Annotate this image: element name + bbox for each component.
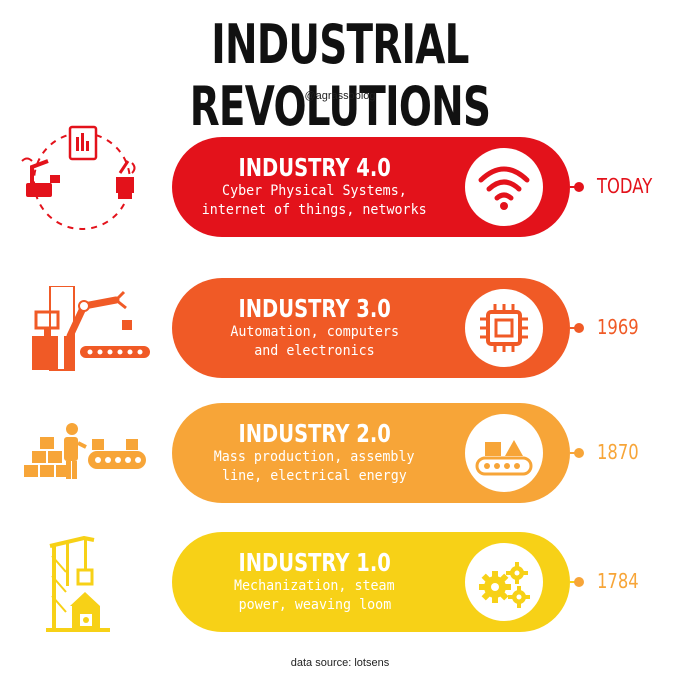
conveyor-icon [465,414,543,492]
industry-2-pill: INDUSTRY 2.0 Mass production, assembly l… [172,403,570,503]
timeline-dot [574,323,584,333]
stage-description-line1: Mass production, assembly [214,449,415,465]
timeline-dot [574,182,584,192]
author-handle: @agrassoblog [304,90,376,102]
stage-description-line1: Mechanization, steam [234,578,395,594]
stage-description-line2: and electronics [254,343,375,359]
stage-description-line2: power, weaving loom [238,597,391,613]
stage-industry-4: INDUSTRY 4.0 Cyber Physical Systems, int… [0,125,680,247]
stage-year: 1784 [597,569,639,593]
stage-description-line1: Automation, computers [230,324,399,340]
robot-arm-illustration [32,286,150,371]
stage-industry-2: INDUSTRY 2.0 Mass production, assembly l… [0,403,680,513]
data-source-note: data source: lotsens [290,657,390,669]
timeline-dot [574,577,584,587]
stage-year: 1969 [597,315,639,339]
timeline-dot [574,448,584,458]
stage-industry-3: INDUSTRY 3.0 Automation, computers and e… [0,278,680,388]
wifi-icon [465,148,543,226]
stage-title: INDUSTRY 4.0 [238,153,391,182]
gears-icon [465,543,543,621]
stage-year: TODAY [597,174,653,198]
industry-4-pill: INDUSTRY 4.0 Cyber Physical Systems, int… [172,137,570,237]
stage-title: INDUSTRY 3.0 [238,294,391,323]
stage-description-line2: line, electrical energy [222,468,407,484]
stage-year: 1870 [597,440,639,464]
connected-factory-illustration [21,125,136,230]
industry-1-pill: INDUSTRY 1.0 Mechanization, steam power,… [172,532,570,632]
page-title: INDUSTRIAL REVOLUTIONS [189,13,491,138]
stage-description-line1: Cyber Physical Systems, [222,183,407,199]
stage-title: INDUSTRY 1.0 [238,548,391,577]
stage-description-line2: internet of things, networks [202,202,427,218]
industry-3-pill: INDUSTRY 3.0 Automation, computers and e… [172,278,570,378]
pump-jack-illustration [46,536,110,632]
chip-icon [465,289,543,367]
stage-title: INDUSTRY 2.0 [238,419,391,448]
assembly-worker-illustration [24,423,146,479]
stage-industry-1: INDUSTRY 1.0 Mechanization, steam power,… [0,532,680,642]
